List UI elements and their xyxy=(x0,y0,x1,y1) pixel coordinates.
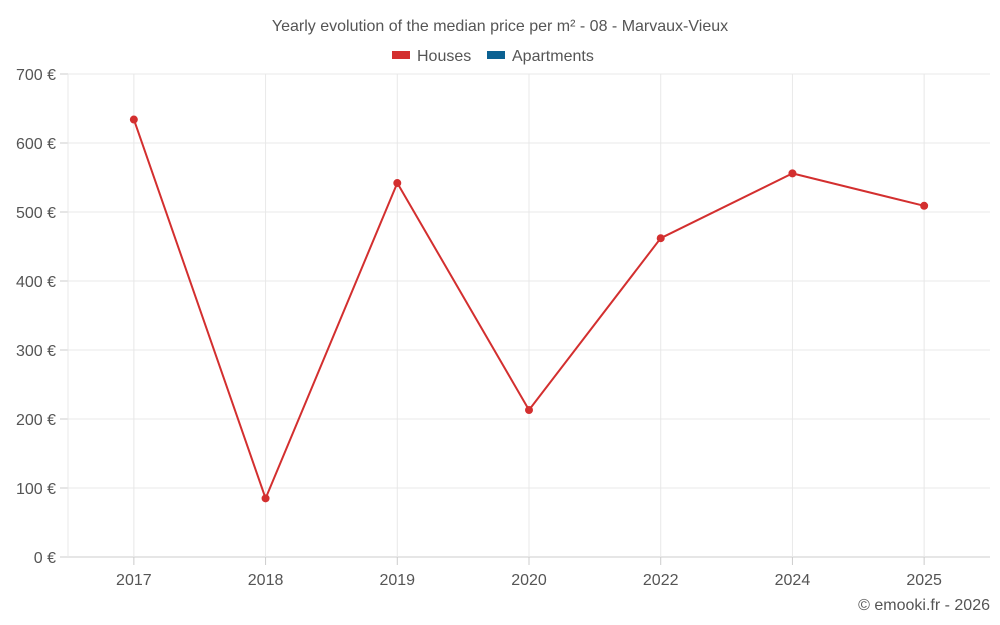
legend-swatch-houses xyxy=(392,51,410,59)
y-tick-label: 100 € xyxy=(16,481,56,498)
data-point-houses-2025[interactable] xyxy=(920,201,929,210)
x-tick-label: 2025 xyxy=(906,572,942,589)
legend: Houses Apartments xyxy=(392,48,594,65)
credit-text: © emooki.fr - 2026 xyxy=(858,597,990,614)
x-tick-label: 2019 xyxy=(379,572,415,589)
data-point-houses-2022[interactable] xyxy=(656,234,665,243)
y-tick-label: 300 € xyxy=(16,343,56,360)
x-tick-label: 2020 xyxy=(511,572,547,589)
legend-item-apartments[interactable]: Apartments xyxy=(487,48,594,65)
x-tick-label: 2022 xyxy=(643,572,679,589)
y-tick-label: 500 € xyxy=(16,205,56,222)
y-tick-label: 600 € xyxy=(16,136,56,153)
y-axis: 0 € 100 € 200 € 300 € 400 € 500 € 600 € 700 € xyxy=(16,67,69,567)
x-axis: 2017 2018 2019 2020 2022 2024 2025 xyxy=(116,557,942,589)
x-tick-label: 2024 xyxy=(775,572,811,589)
legend-item-houses[interactable]: Houses xyxy=(392,48,471,65)
data-point-houses-2018[interactable] xyxy=(261,494,270,503)
y-tick-label: 700 € xyxy=(16,67,56,84)
legend-label-houses: Houses xyxy=(417,48,471,65)
series-houses xyxy=(129,115,929,503)
y-tick-label: 200 € xyxy=(16,412,56,429)
legend-swatch-apartments xyxy=(487,51,505,59)
chart-title: Yearly evolution of the median price per… xyxy=(272,18,728,35)
data-point-houses-2020[interactable] xyxy=(525,406,533,415)
grid-lines xyxy=(68,73,990,558)
x-tick-label: 2018 xyxy=(248,572,284,589)
legend-label-apartments: Apartments xyxy=(512,48,594,65)
y-tick-label: 400 € xyxy=(16,274,56,291)
data-point-houses-2017[interactable] xyxy=(129,115,138,124)
data-point-houses-2024[interactable] xyxy=(788,169,797,178)
x-tick-label: 2017 xyxy=(116,572,152,589)
data-point-houses-2019[interactable] xyxy=(393,179,402,188)
y-tick-label: 0 € xyxy=(34,550,56,567)
